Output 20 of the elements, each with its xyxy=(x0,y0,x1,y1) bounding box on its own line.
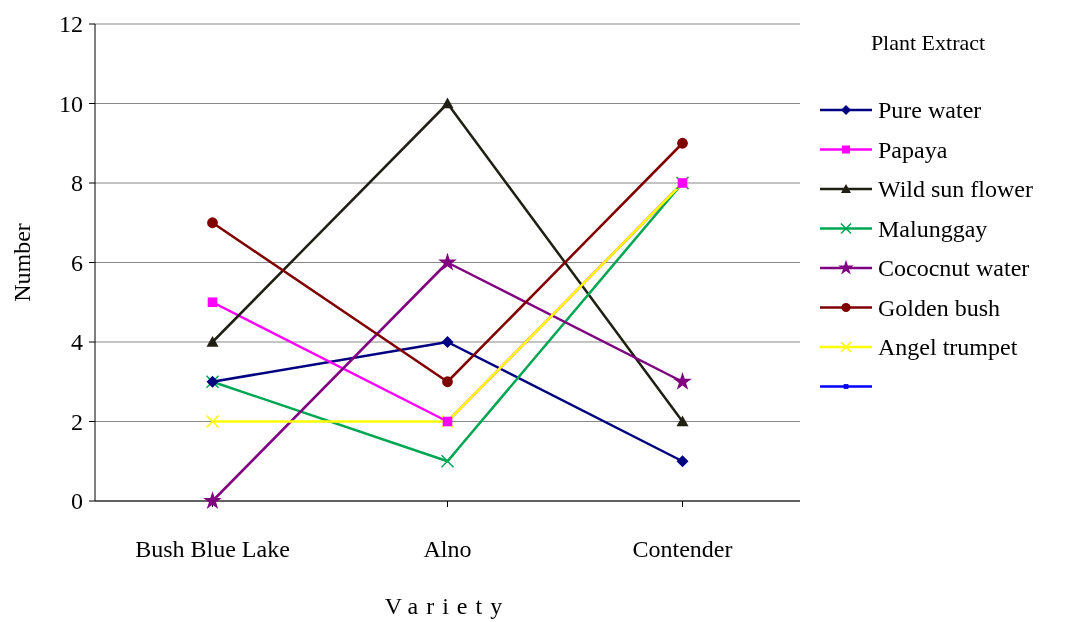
legend-label: Pure water xyxy=(878,97,982,124)
y-axis-title: Number xyxy=(9,223,35,302)
x-axis-title: Variety xyxy=(384,593,511,619)
legend-label: Angel trumpet xyxy=(878,334,1018,361)
x-tick-label: Bush Blue Lake xyxy=(135,536,290,562)
y-tick-label: 12 xyxy=(59,11,83,38)
y-tick-label: 0 xyxy=(71,488,83,515)
legend-label: Golden bush xyxy=(878,294,1000,321)
y-tick-label: 6 xyxy=(71,249,83,276)
y-tick-label: 8 xyxy=(71,170,83,197)
x-tick-label: Alno xyxy=(423,536,472,562)
legend-title: Plant Extract xyxy=(870,30,986,55)
y-tick-label: 4 xyxy=(71,329,83,356)
y-tick-label: 2 xyxy=(71,408,83,435)
legend-label: Malunggay xyxy=(878,215,988,242)
legend-label: Wild sun flower xyxy=(878,176,1034,203)
legend-label: Papaya xyxy=(878,136,948,163)
y-tick-label: 10 xyxy=(59,90,83,117)
legend-label: Cococnut water xyxy=(878,255,1030,282)
x-tick-label: Contender xyxy=(632,536,733,562)
